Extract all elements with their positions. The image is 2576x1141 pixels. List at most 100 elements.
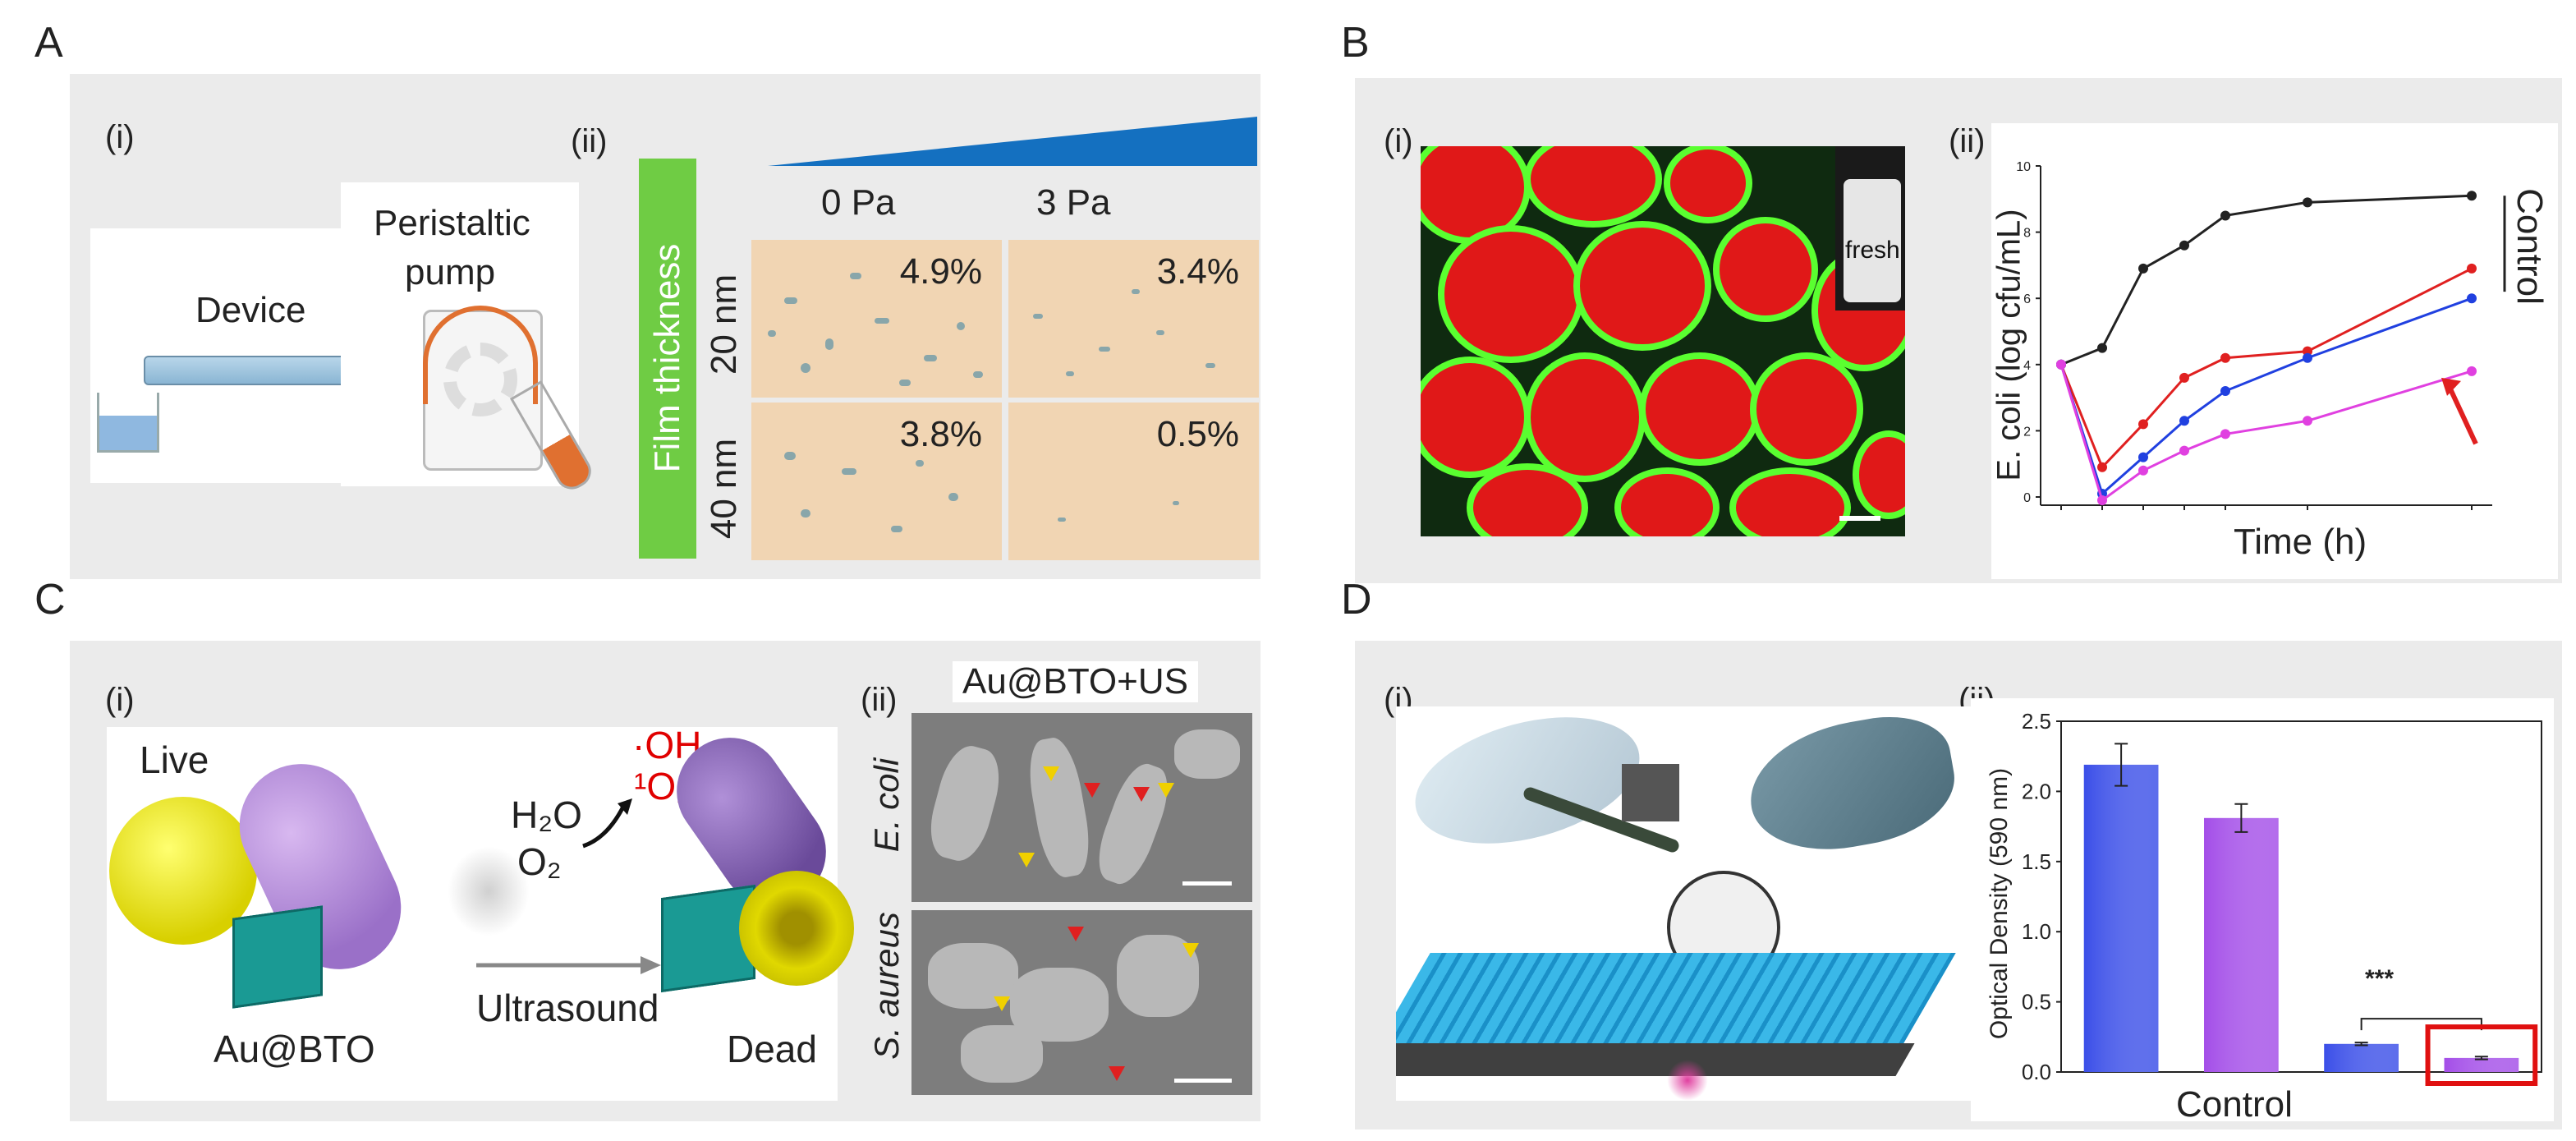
line-series-2 xyxy=(2059,297,2473,496)
process-arrow xyxy=(476,956,661,974)
line-point xyxy=(2303,416,2312,426)
stingray xyxy=(1739,706,1964,863)
au-bto-cube xyxy=(232,905,323,1009)
panel-b-sub-ii: (ii) xyxy=(1949,123,1986,159)
magnetic-field-source xyxy=(1667,1060,1708,1101)
line-point xyxy=(2138,263,2148,274)
pump-label-2: pump xyxy=(405,252,496,292)
line-y-tick-label: 6 xyxy=(2023,292,2031,306)
coverage-value: 4.9% xyxy=(899,251,982,292)
bar-y-tick-label: 1.5 xyxy=(2022,849,2051,874)
line-y-tick-label: 2 xyxy=(2023,425,2031,439)
species-label-ecoli: E. coli xyxy=(867,757,906,853)
h2o-label: H₂O xyxy=(511,794,582,836)
vial-label: fresh xyxy=(1845,237,1900,264)
film-tile-20nm-3pa: 3.4% xyxy=(1008,240,1259,398)
panel-d-letter: D xyxy=(1341,576,1372,623)
line-point xyxy=(2220,352,2230,363)
live-label: Live xyxy=(140,738,209,781)
sem-title: Au@BTO+US xyxy=(953,661,1198,702)
beaker-icon xyxy=(97,393,159,453)
line-point xyxy=(2138,452,2148,462)
biomimetic-illustration xyxy=(1396,706,1971,1101)
row-header-40nm: 40 nm xyxy=(704,438,744,540)
film-tile-40nm-3pa: 0.5% xyxy=(1008,403,1259,560)
line-point xyxy=(2220,386,2230,397)
row-header-20nm: 20 nm xyxy=(704,274,744,375)
vial-body xyxy=(1844,179,1901,302)
line-point xyxy=(2138,419,2148,430)
bar-y-tick-label: 0.5 xyxy=(2022,990,2051,1014)
reaction-arrow xyxy=(582,798,632,849)
bar-plot-frame xyxy=(2060,720,2542,1073)
line-point xyxy=(2179,372,2189,383)
line-series-1 xyxy=(2059,267,2473,470)
o2-label: O₂ xyxy=(517,840,562,883)
line-y-tick-label: 0 xyxy=(2023,491,2031,505)
line-point xyxy=(2179,445,2189,456)
species-label-saureus: S. aureus xyxy=(867,912,906,1060)
dead-coccus xyxy=(739,871,854,986)
line-y-tick-label: 8 xyxy=(2023,227,2031,241)
line-series-3 xyxy=(2059,364,2473,503)
panel-c-sub-ii: (ii) xyxy=(861,682,898,718)
pump-tube-loop xyxy=(423,306,538,404)
optical-density-bar-chart: 0.0 0.5 1.0 1.5 2.0 2.5 xyxy=(2022,709,2542,1087)
bar-chart-xlabel: Control xyxy=(2176,1084,2293,1125)
bar-sheen-0 xyxy=(2083,764,2159,1072)
line-point xyxy=(2056,359,2066,370)
bar-y-tick-label: 2.5 xyxy=(2022,709,2051,734)
pump-label-1: Peristaltic xyxy=(374,203,530,243)
line-point xyxy=(2467,366,2477,376)
nanostructure-inset xyxy=(1622,764,1679,821)
growth-line-chart: 0 2 4 6 8 10 xyxy=(2016,160,2506,510)
fluorescence-micrograph: fresh xyxy=(1421,146,1905,536)
bar-y-tick-label: 1.0 xyxy=(2022,919,2051,944)
bar-sheen-1 xyxy=(2204,817,2279,1072)
scale-bar xyxy=(1839,516,1880,521)
control-annotation: Control xyxy=(2509,188,2550,305)
line-point xyxy=(2097,343,2107,353)
film-thickness-label: Film thickness xyxy=(647,243,687,473)
ultrasound-waves xyxy=(448,846,530,936)
device-label: Device xyxy=(195,290,306,330)
bar-y-tick-label: 2.0 xyxy=(2022,779,2051,803)
line-series-0 xyxy=(2060,194,2473,366)
line-point xyxy=(2138,465,2148,476)
bar-sheen-2 xyxy=(2324,1043,2399,1072)
coverage-value: 3.8% xyxy=(899,414,982,454)
vial-inset: fresh xyxy=(1835,146,1905,311)
line-point xyxy=(2097,495,2107,506)
dragonfly-wing xyxy=(1401,706,1654,866)
panel-a-letter: A xyxy=(34,19,63,67)
line-point xyxy=(2467,191,2477,201)
line-point xyxy=(2303,352,2312,363)
substrate-layer xyxy=(1396,1043,1915,1076)
ultrasound-label: Ultrasound xyxy=(476,987,659,1029)
bar-chart-ylabel: Optical Density (590 nm) xyxy=(1986,767,2013,1040)
pressure-wedge xyxy=(768,117,1257,166)
droplet-cells xyxy=(1421,146,1905,536)
significance-marker: *** xyxy=(2365,965,2395,992)
sem-image-ecoli xyxy=(911,713,1252,902)
highlight-arrow-head xyxy=(2441,377,2461,396)
line-point xyxy=(2179,416,2189,426)
line-chart-xlabel: Time (h) xyxy=(2234,522,2367,562)
bar-y-tick-label: 0.0 xyxy=(2022,1060,2051,1084)
particle-label: Au@BTO xyxy=(214,1028,375,1070)
growth-chart-area xyxy=(1991,123,2558,579)
coverage-value: 0.5% xyxy=(1156,414,1239,454)
panel-c-sub-i: (i) xyxy=(105,682,135,718)
panel-b-letter: B xyxy=(1341,19,1370,67)
panel-c-letter: C xyxy=(34,576,66,623)
film-tile-40nm-0pa: 3.8% xyxy=(751,403,1002,560)
micro-pillar-surface xyxy=(1396,953,1956,1043)
col-header-3pa: 3 Pa xyxy=(1036,182,1111,223)
panel-b-sub-i: (i) xyxy=(1384,123,1413,159)
line-point xyxy=(2179,240,2189,251)
highlight-arrow-shaft xyxy=(2445,380,2478,445)
line-point xyxy=(2220,429,2230,439)
line-chart-ylabel: E. coli (log cfu/mL) xyxy=(1991,209,2027,481)
line-point xyxy=(2220,210,2230,221)
film-tile-20nm-0pa: 4.9% xyxy=(751,240,1002,398)
